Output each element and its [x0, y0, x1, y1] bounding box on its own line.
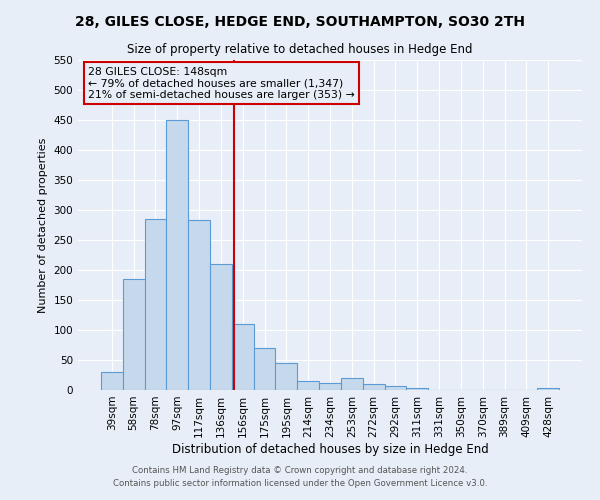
Text: 28 GILES CLOSE: 148sqm
← 79% of detached houses are smaller (1,347)
21% of semi-: 28 GILES CLOSE: 148sqm ← 79% of detached…	[88, 66, 355, 100]
Bar	[537, 388, 559, 390]
Bar	[123, 279, 145, 390]
Bar	[406, 388, 428, 390]
Bar	[275, 363, 297, 390]
Bar	[254, 348, 275, 390]
Bar	[363, 384, 385, 390]
X-axis label: Distribution of detached houses by size in Hedge End: Distribution of detached houses by size …	[172, 442, 488, 456]
Bar	[297, 381, 319, 390]
Text: Contains HM Land Registry data © Crown copyright and database right 2024.
Contai: Contains HM Land Registry data © Crown c…	[113, 466, 487, 487]
Bar	[101, 372, 123, 390]
Text: 28, GILES CLOSE, HEDGE END, SOUTHAMPTON, SO30 2TH: 28, GILES CLOSE, HEDGE END, SOUTHAMPTON,…	[75, 15, 525, 29]
Bar	[145, 219, 166, 390]
Bar	[319, 383, 341, 390]
Text: Size of property relative to detached houses in Hedge End: Size of property relative to detached ho…	[127, 42, 473, 56]
Y-axis label: Number of detached properties: Number of detached properties	[38, 138, 48, 312]
Bar	[188, 220, 210, 390]
Bar	[341, 378, 363, 390]
Bar	[385, 386, 406, 390]
Bar	[210, 264, 232, 390]
Bar	[232, 324, 254, 390]
Bar	[166, 120, 188, 390]
